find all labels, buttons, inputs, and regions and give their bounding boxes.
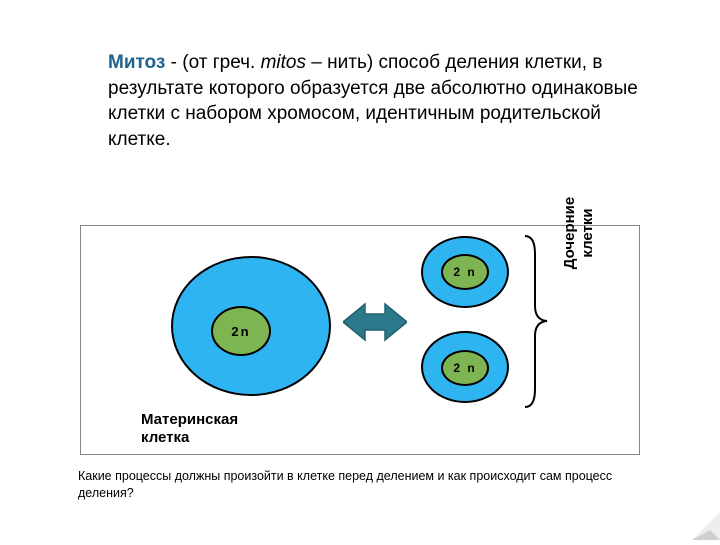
daughter-nucleus-1: 2 n [441, 254, 489, 290]
daughter-caption: Дочерние клетки [561, 148, 597, 318]
etym-prefix: - (от греч. [165, 52, 260, 73]
question-text: Какие процессы должны произойти в клетке… [78, 468, 648, 502]
etym-word: mitos [261, 52, 306, 73]
arrow-shape [343, 304, 407, 340]
double-arrow-icon [343, 290, 407, 354]
daughter-caption-l2: клетки [579, 208, 596, 257]
daughter-caption-l1: Дочерние [561, 197, 578, 270]
brace-icon [521, 234, 551, 409]
parent-caption-l1: Материнская [141, 411, 238, 428]
parent-nucleus: 2n [211, 306, 271, 356]
definition-paragraph: Митоз - (от греч. mitos – нить) способ д… [108, 50, 638, 153]
parent-caption-l2: клетка [141, 429, 189, 446]
diagram-container: 2n 2 n 2 n Дочерние клетки Материнская к… [80, 225, 640, 455]
daughter-nucleus-2: 2 n [441, 350, 489, 386]
parent-caption: Материнская клетка [141, 411, 238, 447]
term: Митоз [108, 52, 165, 73]
page-curl-icon [692, 512, 720, 540]
